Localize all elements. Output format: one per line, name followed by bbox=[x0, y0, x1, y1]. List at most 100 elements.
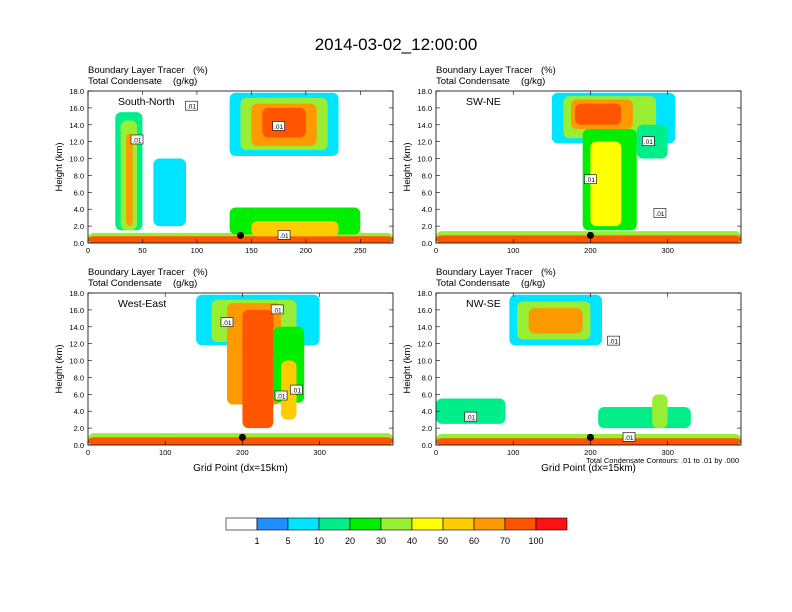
colorbar-label: 10 bbox=[314, 536, 324, 546]
y-tick-label: 8.0 bbox=[74, 373, 84, 382]
y-tick-label: 12.0 bbox=[417, 340, 432, 349]
x-tick-label: 200 bbox=[584, 448, 597, 457]
panel-subtitle-2-unit: (g/kg) bbox=[521, 76, 545, 87]
shading-region bbox=[88, 236, 393, 243]
panel-subtitle-2-unit: (g/kg) bbox=[521, 278, 545, 289]
shading-region bbox=[436, 438, 741, 445]
panel-subtitle-2-unit: (g/kg) bbox=[173, 278, 197, 289]
plot-frame bbox=[87, 90, 394, 244]
contour-label: .01 bbox=[274, 124, 283, 131]
panel-subtitle-1: Boundary Layer Tracer bbox=[88, 65, 185, 76]
x-axis-label: Grid Point (dx=15km) bbox=[193, 463, 288, 474]
y-tick-label: 14.0 bbox=[417, 121, 432, 130]
y-tick-label: 16.0 bbox=[417, 306, 432, 315]
shading-region bbox=[590, 141, 622, 227]
contour-label: .01 bbox=[644, 139, 653, 146]
panel-subtitle-1: Boundary Layer Tracer bbox=[436, 267, 533, 278]
colorbar-swatch bbox=[411, 517, 444, 531]
contour-label: .01 bbox=[132, 137, 141, 144]
panel-subtitle-2-unit: (g/kg) bbox=[173, 76, 197, 87]
x-axis-label: Grid Point (dx=15km) bbox=[541, 463, 636, 474]
contour-label: .01 bbox=[273, 307, 282, 314]
y-tick-label: 12.0 bbox=[69, 138, 84, 147]
x-tick-label: 0 bbox=[86, 448, 90, 457]
y-tick-label: 8.0 bbox=[74, 171, 84, 180]
x-tick-label: 200 bbox=[300, 246, 313, 255]
x-tick-label: 100 bbox=[507, 448, 520, 457]
x-tick-label: 200 bbox=[584, 246, 597, 255]
panels: Boundary Layer Tracer (%) Total Condensate… bbox=[54, 65, 742, 474]
y-tick-label: 4.0 bbox=[74, 205, 84, 214]
contour-note: Total Condensate Contours: .01 to .01 by… bbox=[586, 456, 739, 465]
contour-label-box bbox=[270, 304, 284, 315]
contour-label-box bbox=[274, 390, 288, 401]
colorbar-label: 40 bbox=[407, 536, 417, 546]
x-tick-label: 100 bbox=[191, 246, 204, 255]
y-tick-label: 10.0 bbox=[69, 155, 84, 164]
y-tick-label: 10.0 bbox=[417, 357, 432, 366]
contour-label: .01 bbox=[187, 104, 196, 111]
y-tick-label: 8.0 bbox=[422, 171, 432, 180]
contour-label-box bbox=[642, 136, 655, 146]
contour-label-box bbox=[277, 230, 291, 240]
contour-label: .01 bbox=[655, 211, 664, 218]
colorbar: 1 5 10 20 30 40 50 60 70 100 bbox=[225, 517, 568, 546]
panel-subtitle-1-unit: (%) bbox=[541, 267, 556, 278]
panel-subtitle-2: Total Condensate bbox=[88, 76, 162, 87]
x-tick-label: 100 bbox=[507, 246, 520, 255]
y-tick-label: 2.0 bbox=[74, 222, 84, 231]
y-tick-label: 14.0 bbox=[417, 323, 432, 332]
colorbar-swatch bbox=[225, 517, 258, 531]
x-tick-label: 50 bbox=[138, 246, 146, 255]
colorbar-label: 70 bbox=[500, 536, 510, 546]
shading-region bbox=[242, 309, 274, 429]
x-tick-label: 100 bbox=[159, 448, 172, 457]
colorbar-label: 30 bbox=[376, 536, 386, 546]
plot-frame bbox=[435, 90, 742, 244]
colorbar-swatch bbox=[535, 517, 568, 531]
shading-region bbox=[281, 360, 297, 420]
y-tick-label: 16.0 bbox=[417, 104, 432, 113]
colorbar-swatch bbox=[287, 517, 320, 531]
y-tick-label: 4.0 bbox=[422, 205, 432, 214]
x-tick-label: 0 bbox=[434, 246, 438, 255]
contour-label-box bbox=[607, 335, 620, 346]
colorbar-label: 100 bbox=[528, 536, 543, 546]
colorbar-label: 60 bbox=[469, 536, 479, 546]
panel-subtitle-1-unit: (%) bbox=[541, 65, 556, 76]
location-marker bbox=[586, 231, 594, 239]
y-tick-label: 10.0 bbox=[69, 357, 84, 366]
y-axis-label: Height (km) bbox=[402, 344, 413, 393]
shading-region bbox=[251, 221, 339, 237]
contour-label-box bbox=[653, 208, 667, 218]
panel-subtitle-1-unit: (%) bbox=[193, 65, 208, 76]
y-tick-label: 4.0 bbox=[74, 407, 84, 416]
y-tick-label: 6.0 bbox=[422, 188, 432, 197]
shading-region bbox=[436, 235, 741, 243]
y-tick-label: 10.0 bbox=[417, 155, 432, 164]
y-tick-label: 6.0 bbox=[422, 390, 432, 399]
y-axis-label: Height (km) bbox=[402, 142, 413, 191]
y-tick-label: 8.0 bbox=[422, 373, 432, 382]
plot-frame bbox=[87, 292, 394, 446]
panel-2: Boundary Layer Tracer (%) Total Condensate… bbox=[402, 65, 742, 255]
location-marker bbox=[586, 433, 594, 441]
contour-label-box bbox=[272, 121, 285, 131]
y-tick-label: 4.0 bbox=[422, 407, 432, 416]
y-tick-label: 0.0 bbox=[74, 441, 84, 450]
y-tick-label: 2.0 bbox=[74, 424, 84, 433]
y-tick-label: 12.0 bbox=[417, 138, 432, 147]
shading-region bbox=[574, 103, 622, 125]
colorbar-swatch bbox=[380, 517, 413, 531]
y-tick-label: 2.0 bbox=[422, 424, 432, 433]
shading bbox=[88, 91, 393, 243]
y-tick-label: 18.0 bbox=[417, 289, 432, 298]
colorbar-swatch bbox=[504, 517, 537, 531]
panel-1: Boundary Layer Tracer (%) Total Condensate… bbox=[54, 65, 394, 255]
y-tick-label: 12.0 bbox=[69, 340, 84, 349]
colorbar-label: 20 bbox=[345, 536, 355, 546]
location-marker bbox=[237, 231, 244, 239]
colorbar-swatch bbox=[256, 517, 289, 531]
panel-subtitle-1: Boundary Layer Tracer bbox=[88, 267, 185, 278]
